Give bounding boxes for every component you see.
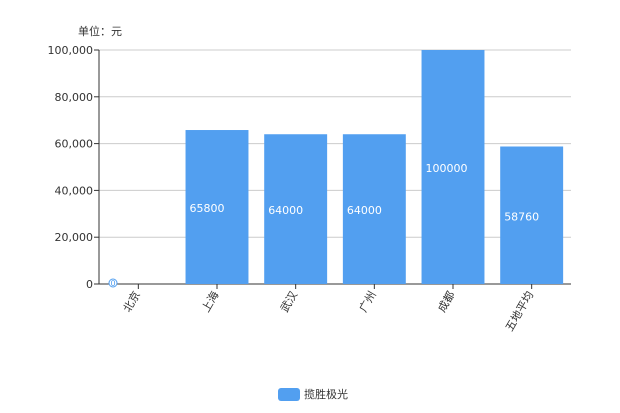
- x-tick-label: 北京: [120, 289, 143, 315]
- legend-label: 揽胜极光: [304, 388, 348, 401]
- data-label: 100000: [426, 162, 468, 175]
- y-tick-label: 0: [86, 278, 93, 291]
- bar: [185, 130, 249, 284]
- bar: [342, 134, 406, 284]
- y-tick-label: 80,000: [55, 91, 94, 104]
- x-tick-label: 武汉: [278, 289, 300, 315]
- y-tick-label: 20,000: [55, 231, 94, 244]
- zero-point-marker: [108, 278, 118, 288]
- x-tick-label: 广州: [357, 289, 379, 315]
- data-label: 0: [110, 279, 115, 288]
- data-label: 65800: [190, 202, 225, 215]
- x-tick-label: 成都: [435, 289, 457, 315]
- y-tick-label: 100,000: [48, 44, 94, 57]
- data-label: 58760: [504, 210, 539, 223]
- bar: [500, 146, 564, 284]
- bar: [421, 50, 485, 284]
- x-tick-label: 上海: [198, 289, 221, 315]
- y-tick-label: 60,000: [55, 138, 94, 151]
- unit-label: 单位：元: [78, 25, 122, 38]
- legend[interactable]: 揽胜极光: [278, 386, 348, 402]
- legend-swatch: [278, 387, 300, 401]
- bar: [264, 134, 328, 284]
- data-label: 64000: [268, 204, 303, 217]
- x-tick-label: 五地平均: [503, 289, 536, 334]
- data-label: 64000: [347, 204, 382, 217]
- y-tick-label: 40,000: [55, 184, 94, 197]
